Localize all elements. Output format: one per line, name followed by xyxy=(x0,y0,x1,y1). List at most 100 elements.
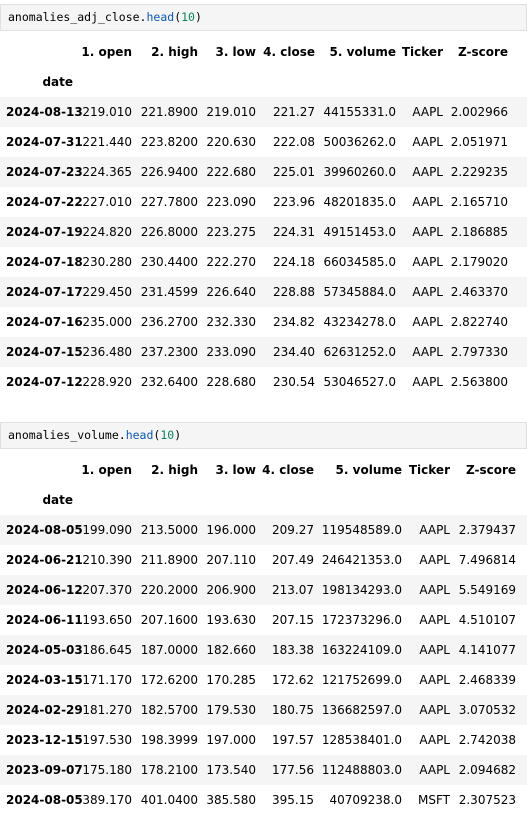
code-open-paren: ( xyxy=(153,428,161,442)
table-cell: 229.450 xyxy=(82,285,132,299)
column-header: Z-score xyxy=(457,45,508,59)
table-cell: 182.5700 xyxy=(140,703,198,717)
table-cell: 213.07 xyxy=(272,583,314,597)
code-close-paren: ) xyxy=(174,428,182,442)
column-header: Z-score xyxy=(465,463,516,477)
table-cell: 231.4599 xyxy=(140,285,198,299)
table-row: 2024-03-15 171.170 172.6200 170.285 172.62 12… xyxy=(0,665,527,695)
table-cell: 196.000 xyxy=(206,523,256,537)
column-header: Ticker xyxy=(408,463,450,477)
table-cell: AAPL xyxy=(412,105,443,119)
table-cell: 40709238.0 xyxy=(329,793,402,807)
table-cell: 39960260.0 xyxy=(323,165,396,179)
row-index-date: 2024-07-23 xyxy=(6,165,83,179)
code-cell-anomalies-adj-close[interactable]: anomalies_adj_close.head(10) xyxy=(0,4,527,31)
code-variable: anomalies_volume. xyxy=(8,428,126,442)
column-header: 2. high xyxy=(151,45,198,59)
table-cell: 198134293.0 xyxy=(321,583,402,597)
table-cell: 186.645 xyxy=(82,643,132,657)
table-cell: AAPL xyxy=(419,613,450,627)
table-row: 2024-05-03 186.645 187.0000 182.660 183.38 16… xyxy=(0,635,527,665)
column-header: 5. volume xyxy=(335,463,402,477)
code-cell-anomalies-volume[interactable]: anomalies_volume.head(10) xyxy=(0,422,527,449)
row-index-date: 2024-07-16 xyxy=(6,315,83,329)
code-variable: anomalies_adj_close. xyxy=(8,10,147,24)
table-cell: 187.0000 xyxy=(140,643,198,657)
table-cell: 235.000 xyxy=(82,315,132,329)
row-index-date: 2023-12-15 xyxy=(6,733,83,747)
table-cell: 197.000 xyxy=(206,733,256,747)
table-cell: AAPL xyxy=(412,255,443,269)
table-cell: 48201835.0 xyxy=(323,195,396,209)
table-cell: 163224109.0 xyxy=(321,643,402,657)
table-cell: 197.530 xyxy=(82,733,132,747)
table-cell: AAPL xyxy=(412,135,443,149)
table-cell: 172373296.0 xyxy=(321,613,402,627)
table-row: 2024-07-19 224.820 226.8000 223.275 224.31 49… xyxy=(0,217,527,247)
table-cell: 221.440 xyxy=(82,135,132,149)
table-cell: 220.2000 xyxy=(140,583,198,597)
row-index-date: 2024-07-12 xyxy=(6,375,83,389)
table-cell: 4.141077 xyxy=(458,643,516,657)
table-cell: 207.15 xyxy=(272,613,314,627)
table-row: 2024-08-05 389.170 401.0400 385.580 395.15 40… xyxy=(0,785,527,815)
table-cell: 2.822740 xyxy=(450,315,508,329)
table-cell: 227.010 xyxy=(82,195,132,209)
table-cell: 119548589.0 xyxy=(321,523,402,537)
table-cell: 207.1600 xyxy=(140,613,198,627)
table-cell: 226.9400 xyxy=(140,165,198,179)
table-cell: 222.270 xyxy=(206,255,256,269)
row-index-date: 2024-08-05 xyxy=(6,523,83,537)
table-cell: 53046527.0 xyxy=(323,375,396,389)
table-cell: 401.0400 xyxy=(140,793,198,807)
row-index-date: 2024-07-18 xyxy=(6,255,83,269)
table-row: 2023-09-07 175.180 178.2100 173.540 177.56 11… xyxy=(0,755,527,785)
table-cell: 395.15 xyxy=(272,793,314,807)
table-cell: 2.094682 xyxy=(458,763,516,777)
table-row: 2024-07-31 221.440 223.8200 220.630 222.08 50… xyxy=(0,127,527,157)
table-cell: 2.379437 xyxy=(458,523,516,537)
table-cell: 219.010 xyxy=(206,105,256,119)
column-header: 4. close xyxy=(263,45,315,59)
table-cell: 224.31 xyxy=(273,225,315,239)
row-index-date: 2024-07-15 xyxy=(6,345,83,359)
table-cell: 2.797330 xyxy=(450,345,508,359)
table-cell: 121752699.0 xyxy=(321,673,402,687)
table-cell: 234.82 xyxy=(273,315,315,329)
table-cell: 207.110 xyxy=(206,553,256,567)
table-cell: 225.01 xyxy=(273,165,315,179)
index-name-header: date xyxy=(42,75,73,89)
table-cell: 220.630 xyxy=(206,135,256,149)
table-cell: 232.330 xyxy=(206,315,256,329)
table-cell: AAPL xyxy=(412,345,443,359)
column-header: 4. close xyxy=(262,463,314,477)
table-cell: 2.186885 xyxy=(450,225,508,239)
column-header: 2. high xyxy=(151,463,198,477)
code-function: head xyxy=(146,10,175,24)
table-cell: 2.002966 xyxy=(450,105,508,119)
table-cell: 178.2100 xyxy=(140,763,198,777)
column-header: 1. open xyxy=(81,45,132,59)
table-cell: 7.496814 xyxy=(458,553,516,567)
table-cell: 57345884.0 xyxy=(323,285,396,299)
table-cell: 44155331.0 xyxy=(323,105,396,119)
table-cell: 234.40 xyxy=(273,345,315,359)
table-cell: 2.563800 xyxy=(450,375,508,389)
table-row: 2024-07-18 230.280 230.4400 222.270 224.18 66… xyxy=(0,247,527,277)
table-row: 2024-08-13 219.010 221.8900 219.010 221.27 44… xyxy=(0,97,527,127)
table-row: 2024-08-05 199.090 213.5000 196.000 209.27 11… xyxy=(0,515,527,545)
table-cell: 171.170 xyxy=(82,673,132,687)
row-index-date: 2024-08-13 xyxy=(6,105,83,119)
table-cell: 4.510107 xyxy=(458,613,516,627)
table-cell: AAPL xyxy=(419,733,450,747)
table-cell: 62631252.0 xyxy=(323,345,396,359)
table-cell: AAPL xyxy=(412,195,443,209)
row-index-date: 2024-08-05 xyxy=(6,793,83,807)
table-cell: 236.480 xyxy=(82,345,132,359)
table-cell: 209.27 xyxy=(272,523,314,537)
table-cell: 224.18 xyxy=(273,255,315,269)
table-cell: 219.010 xyxy=(82,105,132,119)
table-cell: 173.540 xyxy=(206,763,256,777)
table-cell: 226.640 xyxy=(206,285,256,299)
table-cell: 237.2300 xyxy=(140,345,198,359)
